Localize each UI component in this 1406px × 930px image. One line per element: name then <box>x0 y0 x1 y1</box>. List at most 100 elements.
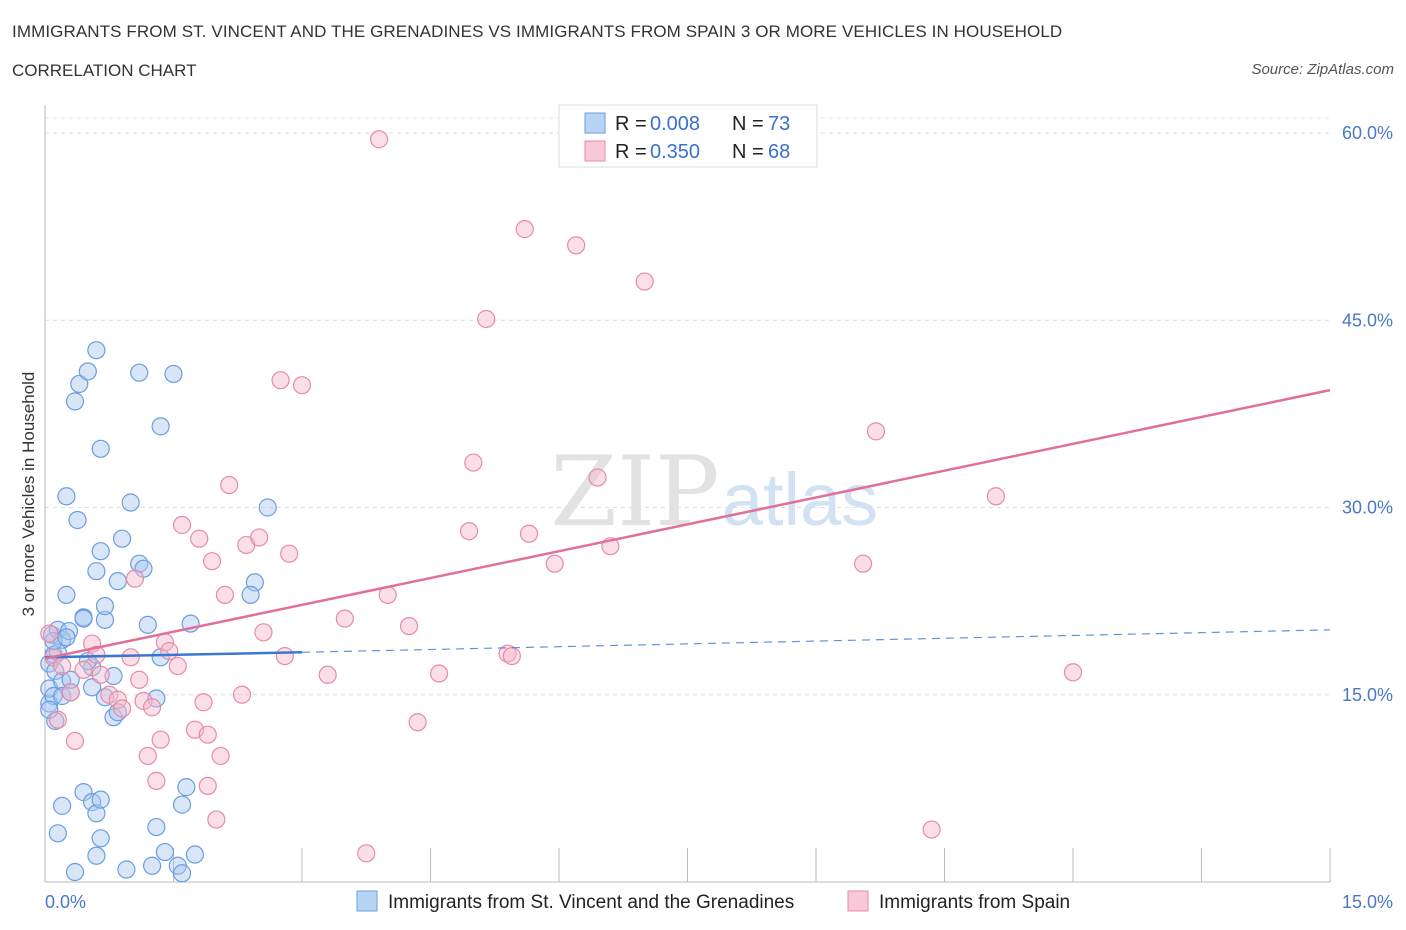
bottom-legend-swatch-blue <box>356 890 378 912</box>
trend-line-pink <box>44 388 1331 660</box>
point-pink-8 <box>87 645 106 664</box>
grid-lines <box>45 117 1330 696</box>
point-pink-9 <box>91 665 110 684</box>
point-blue-33 <box>112 529 132 548</box>
point-pink-27 <box>198 725 217 744</box>
point-pink-3 <box>53 656 72 676</box>
point-pink-19 <box>151 730 170 749</box>
point-pink-23 <box>172 515 192 535</box>
trend-line-blue-dashed <box>301 629 1331 653</box>
point-pink-48 <box>429 664 449 683</box>
point-pink-5 <box>65 731 85 751</box>
point-pink-56 <box>567 236 586 255</box>
point-pink-31 <box>215 585 234 604</box>
y-axis-label: 3 or more Vehicles in Household <box>19 372 38 617</box>
trend-lines <box>44 388 1331 660</box>
point-pink-43 <box>357 844 376 863</box>
point-blue-45 <box>258 498 277 517</box>
point-blue-59 <box>117 860 136 879</box>
legend-swatch-pink <box>584 140 606 162</box>
point-blue-13 <box>57 487 76 506</box>
point-blue-51 <box>48 824 67 843</box>
point-pink-59 <box>635 272 654 291</box>
chart-subtitle: CORRELATION CHART <box>12 61 197 80</box>
legend-n-label-pink: N = <box>732 141 764 163</box>
legend-r-value-blue: 0.008 <box>650 113 700 135</box>
point-pink-14 <box>130 670 149 689</box>
point-pink-41 <box>318 665 337 684</box>
point-blue-60 <box>142 856 162 875</box>
point-blue-58 <box>65 862 85 882</box>
series-blue-points <box>40 341 277 883</box>
point-blue-29 <box>95 597 115 616</box>
point-pink-39 <box>271 371 290 390</box>
point-blue-22 <box>83 678 102 697</box>
point-pink-57 <box>588 468 607 487</box>
point-blue-64 <box>172 864 192 883</box>
point-pink-30 <box>211 746 230 766</box>
point-pink-21 <box>160 641 179 661</box>
point-pink-13 <box>125 569 145 588</box>
point-blue-27 <box>91 542 110 561</box>
bottom-legend-swatch-pink <box>847 890 869 912</box>
watermark: ZIP atlas <box>550 436 878 548</box>
point-blue-57 <box>91 829 110 848</box>
bottom-legend: Immigrants from St. Vincent and the Gren… <box>356 890 1070 913</box>
point-pink-47 <box>408 713 427 732</box>
point-blue-32 <box>108 572 127 591</box>
point-pink-49 <box>459 522 479 541</box>
point-pink-61 <box>866 422 886 441</box>
watermark-atlas: atlas <box>722 458 878 541</box>
source-label: Source: ZipAtlas.com <box>1251 61 1394 78</box>
point-blue-26 <box>91 439 110 458</box>
point-blue-56 <box>91 790 110 809</box>
point-blue-34 <box>121 493 140 512</box>
point-pink-0 <box>40 624 59 643</box>
point-pink-66 <box>198 776 217 795</box>
point-blue-42 <box>130 363 149 382</box>
point-blue-12 <box>57 585 76 604</box>
y-tick-labels: 15.0% 30.0% 45.0% 60.0% <box>1342 123 1393 705</box>
point-blue-61 <box>147 817 166 837</box>
x-tick-label-0: 0.0% <box>45 892 86 912</box>
legend-n-value-pink: 68 <box>768 141 790 163</box>
point-pink-26 <box>194 693 213 712</box>
x-tick-label-1: 15.0% <box>1342 892 1393 912</box>
point-blue-28 <box>95 610 115 629</box>
point-blue-67 <box>185 845 205 864</box>
y-tick-label-3: 60.0% <box>1342 123 1393 143</box>
point-pink-36 <box>254 623 273 642</box>
point-blue-16 <box>65 392 85 411</box>
legend-swatch-blue <box>584 112 606 134</box>
y-tick-label-2: 45.0% <box>1342 310 1393 330</box>
watermark-zip: ZIP <box>550 436 719 548</box>
point-blue-46 <box>241 585 260 604</box>
x-tick-labels: 0.0% 15.0% <box>45 892 1393 912</box>
point-pink-67 <box>121 648 140 667</box>
point-pink-60 <box>854 554 873 573</box>
point-blue-71 <box>57 628 76 647</box>
chart-title: IMMIGRANTS FROM ST. VINCENT AND THE GREN… <box>12 22 1063 41</box>
point-pink-22 <box>168 656 187 676</box>
point-pink-62 <box>922 820 941 839</box>
legend-r-label-pink: R = <box>615 141 647 163</box>
axes <box>44 105 1331 883</box>
point-pink-54 <box>519 524 539 543</box>
point-blue-18 <box>70 374 89 394</box>
point-blue-65 <box>172 795 192 814</box>
point-blue-40 <box>151 417 170 436</box>
point-pink-40 <box>292 376 312 395</box>
point-blue-41 <box>164 364 183 384</box>
legend-box: R = 0.008 N = 73 R = 0.350 N = 68 <box>558 104 818 168</box>
point-pink-35 <box>250 528 269 547</box>
point-blue-25 <box>87 562 106 581</box>
point-blue-66 <box>177 778 196 797</box>
point-pink-53 <box>515 220 534 239</box>
point-pink-16 <box>138 746 157 766</box>
point-pink-38 <box>280 544 299 563</box>
legend-r-label-blue: R = <box>615 113 647 135</box>
point-pink-2 <box>48 710 67 729</box>
y-tick-label-0: 15.0% <box>1342 685 1393 705</box>
point-blue-30 <box>104 666 123 686</box>
